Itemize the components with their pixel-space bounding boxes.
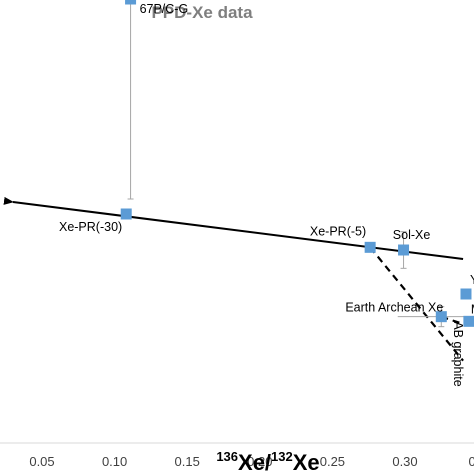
x-tick-label-0-30: 0.30 [392,454,417,469]
x-tick-label-0-05: 0.05 [29,454,54,469]
labels-layer: 67P/C-G Xe-PR(-30) Xe-PR(-5) Sol-Xe Earth Ar… [59,2,474,387]
data-point-xe-pr-30 [120,208,132,220]
point-label-67p-c-g: 67P/C-G [140,2,189,16]
annotation-ab-graphite: AB graphite [451,321,465,386]
data-point-xe-pr-5 [364,241,376,253]
point-label-xe-pr-5: Xe-PR(-5) [310,224,366,238]
dashed-trend-line-1 [369,246,464,362]
data-point-m [463,315,474,327]
data-point-67p-c-g [125,0,137,5]
chart-title: PPD-Xe data [151,3,253,22]
data-point-earth-archean-xe [435,311,447,323]
x-tick-label-0-25: 0.25 [320,454,345,469]
point-label-earth-archean-xe: Earth Archean Xe [345,301,443,315]
point-label-xe-pr-30: Xe-PR(-30) [59,220,122,234]
x-tick-label-0-15: 0.15 [175,454,200,469]
errorbar-layer [127,0,474,328]
point-label-m: M [471,302,474,316]
point-label-sol-xe: Sol-Xe [393,228,431,242]
trend-line-0 [3,196,464,260]
x-axis-label: 136Xe/132Xe [216,449,319,474]
data-point-y-8 [460,288,472,300]
data-point-sol-xe [398,244,410,256]
x-tick-label-0-20: 0.20 [247,454,272,469]
point-label-y-8: Y-8 [470,273,474,287]
x-tick-label-0-10: 0.10 [102,454,127,469]
points-layer [120,0,474,327]
x-ticks: 0.05 0.10 0.15 0.20 0.25 0.30 0.3 [29,454,474,469]
x-tick-label-0-3: 0.3 [469,454,474,469]
